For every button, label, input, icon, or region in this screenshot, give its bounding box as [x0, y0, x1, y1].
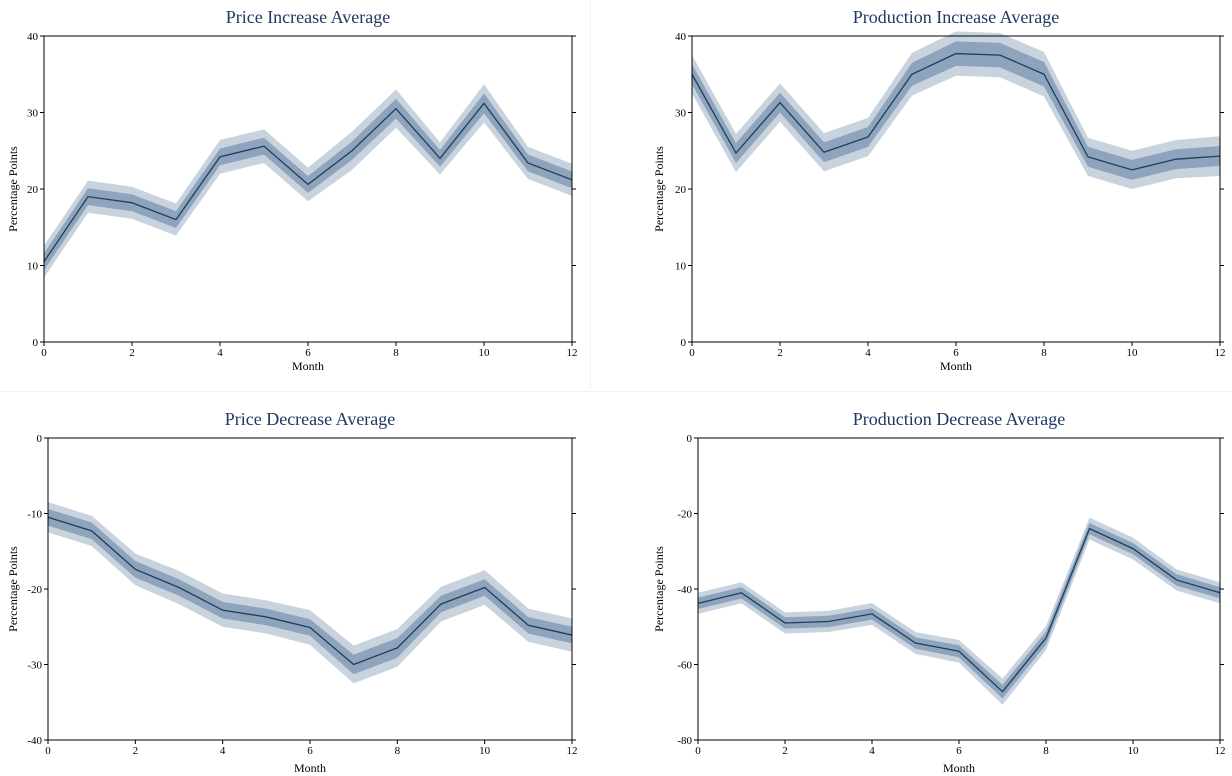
y-tick-label: -30 — [27, 660, 42, 672]
series-line — [47, 516, 573, 666]
y-tick-label: 0 — [37, 433, 43, 445]
y-tick-label: -80 — [677, 735, 692, 747]
x-axis-label: Month — [292, 359, 324, 373]
y-axis-label: Percentage Points — [6, 546, 20, 632]
chart-title: Production Increase Average — [853, 7, 1060, 27]
y-tick-label: 0 — [33, 337, 39, 349]
y-tick-label: -10 — [27, 509, 42, 521]
plot-frame — [691, 35, 1221, 343]
y-tick-label: -40 — [27, 735, 42, 747]
x-tick-label: 4 — [865, 347, 871, 359]
x-tick-label: 4 — [220, 745, 226, 757]
x-tick-label: 8 — [393, 347, 399, 359]
x-tick-label: 6 — [305, 347, 311, 359]
y-axis-label: Percentage Points — [6, 146, 20, 232]
series-line — [43, 102, 573, 263]
chart-panel-price-decrease: Price Decrease Average 0 2 4 6 8 10 12 0 -10 -20 -3… — [0, 394, 590, 776]
chart-production-increase-average: Production Increase Average 0 2 4 6 8 10 12 0 10 2… — [652, 7, 1226, 373]
y-tick-label: 20 — [27, 184, 39, 196]
y-tick-label: 20 — [675, 184, 687, 196]
x-tick-label: 10 — [479, 745, 491, 757]
y-axis-label: Percentage Points — [652, 546, 666, 632]
panel-divider-vertical — [590, 0, 591, 388]
x-tick-label: 2 — [777, 347, 783, 359]
x-tick-label: 10 — [479, 347, 491, 359]
chart-panel-price-increase: Price Increase Average 0 2 4 6 8 10 12 0 10 20 30 40… — [0, 0, 590, 388]
x-tick-label: 12 — [1215, 347, 1226, 359]
x-tick-label: 0 — [41, 347, 47, 359]
chart-title: Production Decrease Average — [853, 409, 1066, 429]
series-line — [691, 52, 1221, 171]
y-tick-label: 10 — [27, 261, 39, 273]
chart-production-decrease-average: Production Decrease Average 0 2 4 6 8 10 12 0 -20… — [652, 409, 1226, 775]
y-tick-label: 40 — [27, 31, 39, 43]
x-tick-label: 0 — [689, 347, 695, 359]
chart-panel-production-increase: Production Increase Average 0 2 4 6 8 10 12 0 10 2… — [646, 0, 1232, 388]
x-tick-label: 0 — [45, 745, 51, 757]
x-tick-label: 12 — [567, 347, 578, 359]
y-tick-label: 0 — [687, 433, 693, 445]
x-tick-label: 2 — [129, 347, 135, 359]
x-tick-label: 4 — [217, 347, 223, 359]
y-tick-label: -60 — [677, 660, 692, 672]
confidence-band-inner — [692, 41, 1220, 180]
chart-panel-production-decrease: Production Decrease Average 0 2 4 6 8 10 12 0 -20… — [646, 394, 1232, 776]
x-tick-label: 8 — [395, 745, 401, 757]
x-axis-label: Month — [294, 761, 326, 775]
panel-divider-horizontal — [0, 391, 1232, 392]
x-tick-label: 12 — [567, 745, 578, 757]
x-axis-label: Month — [940, 359, 972, 373]
chart-price-increase-average: Price Increase Average 0 2 4 6 8 10 12 0 10 20 30 40… — [6, 7, 578, 373]
chart-title: Price Decrease Average — [225, 409, 396, 429]
y-tick-label: 0 — [681, 337, 687, 349]
x-tick-label: 6 — [956, 745, 962, 757]
y-axis-label: Percentage Points — [652, 146, 666, 232]
x-tick-label: 4 — [869, 745, 875, 757]
y-tick-label: 30 — [675, 108, 687, 120]
plot-frame — [697, 437, 1221, 741]
x-tick-label: 8 — [1041, 347, 1047, 359]
x-tick-label: 6 — [307, 745, 313, 757]
y-tick-label: 30 — [27, 108, 39, 120]
y-tick-label: -20 — [677, 509, 692, 521]
y-tick-label: 40 — [675, 31, 687, 43]
series-line — [697, 527, 1221, 693]
chart-price-decrease-average: Price Decrease Average 0 2 4 6 8 10 12 0 -10 -20 -3… — [6, 409, 578, 775]
y-tick-label: -20 — [27, 584, 42, 596]
chart-title: Price Increase Average — [226, 7, 391, 27]
x-tick-label: 10 — [1128, 745, 1140, 757]
confidence-band-inner — [48, 508, 572, 675]
x-tick-label: 6 — [953, 347, 959, 359]
x-tick-label: 2 — [782, 745, 788, 757]
confidence-band-inner — [44, 93, 572, 271]
y-tick-label: -40 — [677, 584, 692, 596]
x-tick-label: 8 — [1043, 745, 1049, 757]
x-tick-label: 10 — [1127, 347, 1139, 359]
y-tick-label: 10 — [675, 261, 687, 273]
x-tick-label: 0 — [695, 745, 701, 757]
x-axis-label: Month — [943, 761, 975, 775]
x-tick-label: 12 — [1215, 745, 1226, 757]
x-tick-label: 2 — [133, 745, 139, 757]
